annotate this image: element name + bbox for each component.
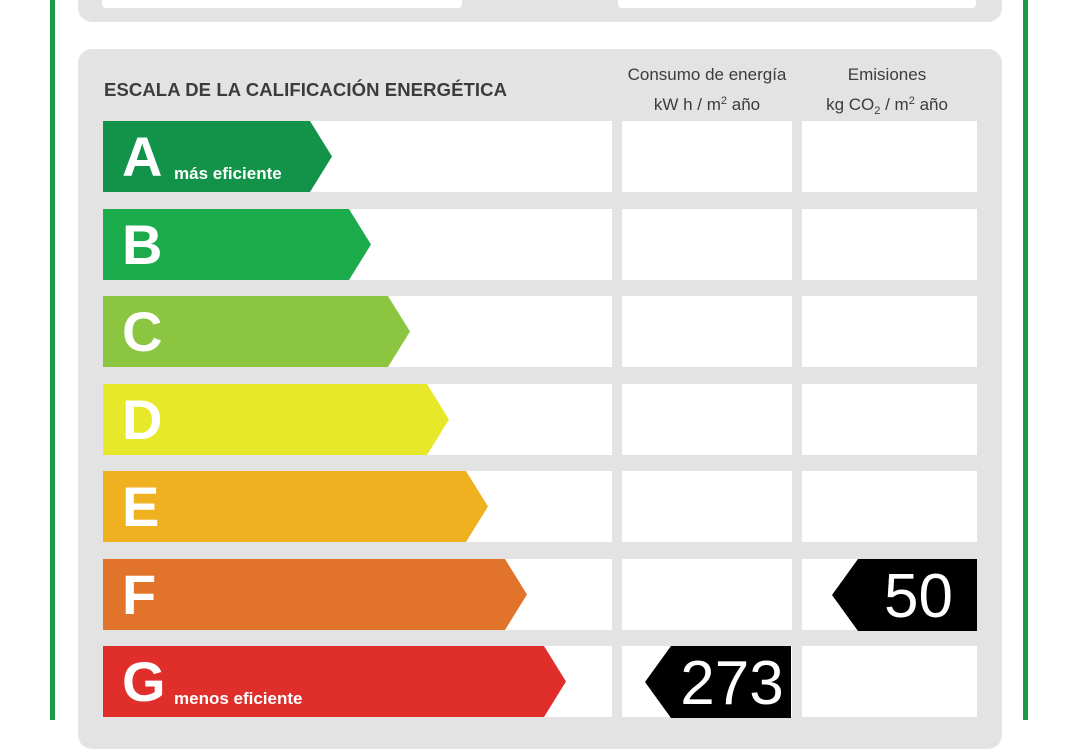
emissions-header-label: Emisiones — [847, 65, 927, 84]
emissions-cell-d — [802, 384, 977, 455]
grade-arrow-shape — [103, 296, 410, 367]
grade-letter: F — [122, 563, 157, 626]
energy-unit-text: kW h / m — [653, 95, 721, 114]
emissions-unit-sub: 2 — [874, 105, 881, 117]
emissions-cell-e — [802, 471, 977, 542]
grade-bar-c: C — [103, 296, 410, 367]
emissions-unit-text: kg CO — [826, 95, 875, 114]
rating-value: 273 — [680, 649, 784, 718]
grade-bar-d: D — [103, 384, 449, 455]
grade-letter: E — [122, 475, 160, 538]
grade-letter: A — [122, 125, 163, 188]
rating-arrow-shape — [832, 559, 977, 631]
emissions-unit-post: año — [914, 95, 948, 114]
emissions-header-unit: kg CO2 / m2 año — [792, 88, 982, 125]
emissions-unit-mid: / m — [880, 95, 909, 114]
grade-arrow-shape — [103, 384, 449, 455]
grade-subtitle: más eficiente — [174, 164, 282, 183]
emissions-cell-g — [802, 646, 977, 717]
grade-arrow-shape — [103, 646, 566, 717]
emissions-cell-c — [802, 296, 977, 367]
energy-column-header: Consumo de energía kW h / m2 año — [612, 61, 802, 118]
grade-bar-b: B — [103, 209, 371, 280]
grade-letter: G — [122, 650, 166, 713]
energy-cell-a — [622, 121, 792, 192]
scale-title: ESCALA DE LA CALIFICACIÓN ENERGÉTICA — [104, 79, 508, 100]
grade-arrow-shape — [103, 559, 527, 630]
energy-unit-post: año — [727, 95, 761, 114]
grade-letter: D — [122, 388, 163, 451]
energy-cell-b — [622, 209, 792, 280]
header-field-left — [102, 0, 462, 8]
energy-unit-sup: 2 — [720, 95, 728, 107]
grade-letter: B — [122, 213, 163, 276]
energy-header-label: Consumo de energía — [627, 65, 787, 84]
grade-bar-e: E — [103, 471, 488, 542]
emissions-cell-a — [802, 121, 977, 192]
energy-cell-d — [622, 384, 792, 455]
emissions-column-header: Emisiones kg CO2 / m2 año — [792, 61, 982, 125]
energy-rating-tag: 273 — [645, 646, 791, 718]
grade-bar-f: F — [103, 559, 527, 630]
grade-subtitle: menos eficiente — [174, 689, 303, 708]
header-field-right — [618, 0, 976, 8]
grade-letter: C — [122, 300, 163, 363]
grade-arrow-shape — [103, 209, 371, 280]
grade-arrow-shape — [103, 121, 332, 192]
energy-cell-c — [622, 296, 792, 367]
rating-value: 50 — [884, 562, 953, 631]
grade-arrow-shape — [103, 471, 488, 542]
energy-header-unit: kW h / m2 año — [612, 88, 802, 118]
emissions-cell-b — [802, 209, 977, 280]
emissions-rating-tag: 50 — [832, 559, 977, 631]
emissions-unit-sup: 2 — [908, 95, 915, 107]
energy-cell-e — [622, 471, 792, 542]
energy-cell-f — [622, 559, 792, 630]
